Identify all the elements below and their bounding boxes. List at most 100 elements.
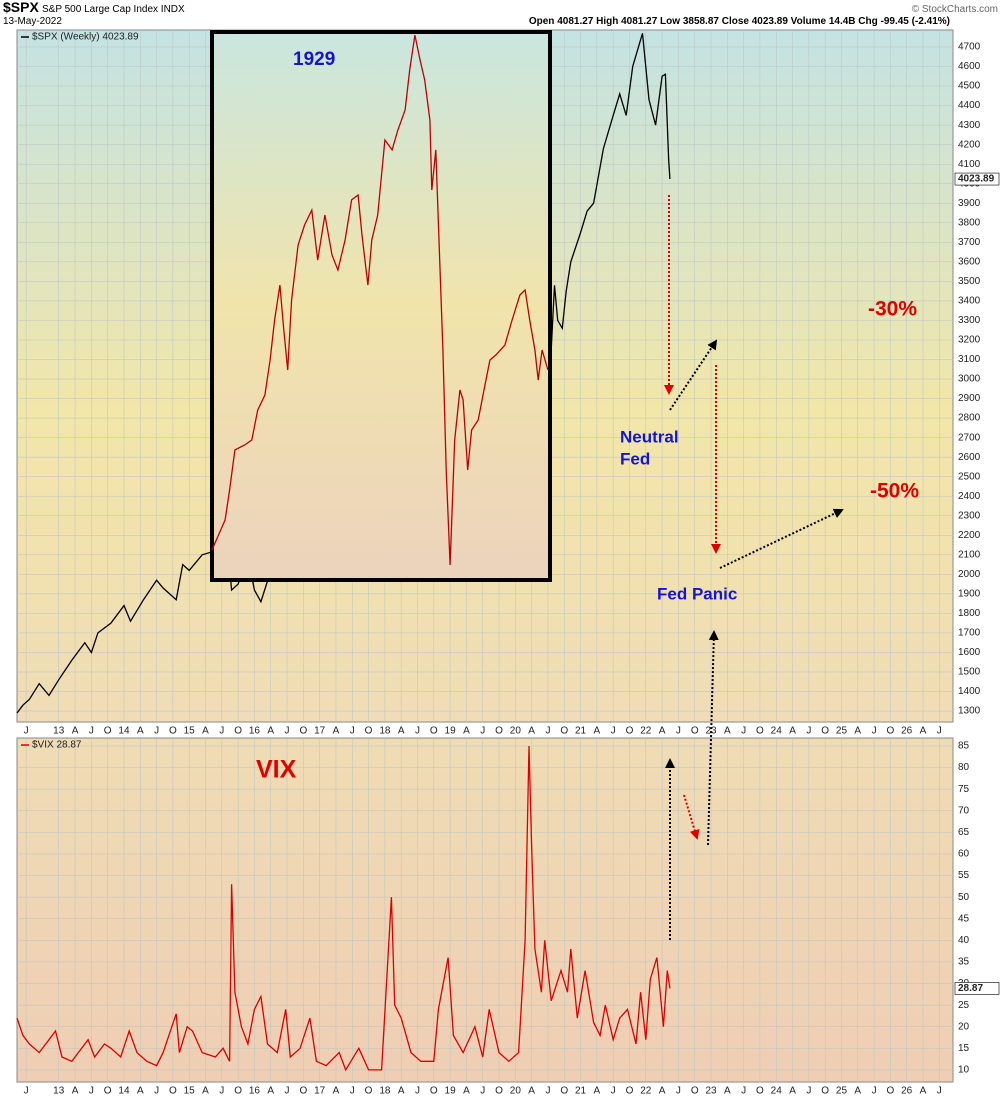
y-tick-label: 1900 (958, 589, 981, 600)
y-tick-label: 10 (958, 1065, 970, 1076)
x-tick-label: J (872, 726, 877, 737)
x-tick-label: A (789, 726, 796, 737)
x-tick-label: O (430, 726, 438, 737)
x-tick-label: 14 (118, 1086, 130, 1097)
x-tick-label: J (480, 1086, 485, 1097)
y-tick-label: 2800 (958, 413, 981, 424)
x-tick-label: O (691, 726, 699, 737)
y-tick-label: 80 (958, 762, 970, 773)
x-tick-label: 14 (118, 726, 130, 737)
x-tick-label: J (285, 1086, 290, 1097)
y-tick-label: 25 (958, 1000, 970, 1011)
x-tick-label: 21 (575, 1086, 587, 1097)
x-tick-label: A (267, 1086, 274, 1097)
x-tick-label: 20 (510, 726, 522, 737)
x-tick-label: O (756, 1086, 764, 1097)
x-tick-label: O (821, 726, 829, 737)
y-tick-label: 2400 (958, 491, 981, 502)
y-tick-label: 4400 (958, 100, 981, 111)
x-tick-label: A (398, 726, 405, 737)
y-tick-label: 2600 (958, 452, 981, 463)
x-tick-label: O (365, 1086, 373, 1097)
x-tick-label: J (872, 1086, 877, 1097)
y-tick-label: 15 (958, 1043, 970, 1054)
annotation: Neutral (620, 427, 679, 446)
x-tick-label: A (594, 726, 601, 737)
x-tick-label: J (480, 726, 485, 737)
x-tick-label: A (137, 726, 144, 737)
x-tick-label: J (154, 1086, 159, 1097)
x-tick-label: A (854, 1086, 861, 1097)
last-value-label: 28.87 (958, 983, 983, 994)
x-tick-label: 15 (184, 1086, 196, 1097)
x-tick-label: 19 (445, 1086, 457, 1097)
last-value-label: 4023.89 (958, 174, 995, 185)
x-tick-label: O (756, 726, 764, 737)
x-tick-label: A (528, 1086, 535, 1097)
y-tick-label: 4700 (958, 42, 981, 53)
x-tick-label: O (234, 726, 242, 737)
x-tick-label: A (789, 1086, 796, 1097)
y-tick-label: 3400 (958, 296, 981, 307)
annotation: Fed Panic (657, 584, 737, 603)
x-tick-label: A (854, 726, 861, 737)
y-tick-label: 1500 (958, 667, 981, 678)
x-tick-label: J (676, 726, 681, 737)
y-tick-label: 4200 (958, 139, 981, 150)
x-tick-label: O (560, 1086, 568, 1097)
y-tick-label: 85 (958, 741, 970, 752)
y-tick-label: 3700 (958, 237, 981, 248)
x-tick-label: A (398, 1086, 405, 1097)
description: S&P 500 Large Cap Index INDX (42, 4, 185, 15)
x-tick-label: A (267, 726, 274, 737)
x-tick-label: J (937, 726, 942, 737)
x-tick-label: O (430, 1086, 438, 1097)
x-tick-label: A (594, 1086, 601, 1097)
x-tick-label: O (626, 1086, 634, 1097)
y-tick-label: 4600 (958, 61, 981, 72)
plot-area (16, 737, 954, 1083)
x-tick-label: J (545, 726, 550, 737)
y-tick-label: 3000 (958, 374, 981, 385)
y-tick-label: 75 (958, 784, 970, 795)
x-tick-label: J (219, 726, 224, 737)
x-tick-label: O (299, 726, 307, 737)
arrow (719, 508, 844, 569)
x-tick-label: J (219, 1086, 224, 1097)
x-tick-label: O (886, 726, 894, 737)
x-tick-label: O (104, 1086, 112, 1097)
x-tick-label: A (463, 1086, 470, 1097)
y-tick-label: 4100 (958, 159, 981, 170)
y-tick-label: 2000 (958, 569, 981, 580)
x-tick-label: A (920, 726, 927, 737)
last-value-box (954, 172, 1000, 186)
x-tick-label: 23 (705, 1086, 717, 1097)
x-tick-label: J (741, 1086, 746, 1097)
x-tick-label: 24 (771, 1086, 783, 1097)
y-tick-label: 4300 (958, 120, 981, 131)
annotation: Fed (620, 449, 650, 468)
arrow (707, 630, 719, 846)
x-tick-label: A (137, 1086, 144, 1097)
annotation: VIX (256, 756, 297, 784)
y-tick-label: 1700 (958, 628, 981, 639)
x-tick-label: J (24, 1086, 29, 1097)
x-tick-label: 26 (901, 1086, 913, 1097)
y-tick-label: 2100 (958, 549, 981, 560)
symbol: $SPX (3, 0, 39, 15)
x-tick-label: A (528, 726, 535, 737)
y-tick-label: 2500 (958, 471, 981, 482)
analog-box (210, 30, 552, 582)
x-tick-label: 22 (640, 726, 652, 737)
y-tick-label: 55 (958, 870, 970, 881)
x-tick-label: J (937, 1086, 942, 1097)
x-tick-label: J (741, 726, 746, 737)
x-tick-label: A (72, 1086, 79, 1097)
x-tick-label: A (724, 1086, 731, 1097)
y-tick-label: 3500 (958, 276, 981, 287)
x-tick-label: A (202, 1086, 209, 1097)
x-tick-label: J (676, 1086, 681, 1097)
y-tick-label: 3300 (958, 315, 981, 326)
y-tick-label: 1400 (958, 686, 981, 697)
